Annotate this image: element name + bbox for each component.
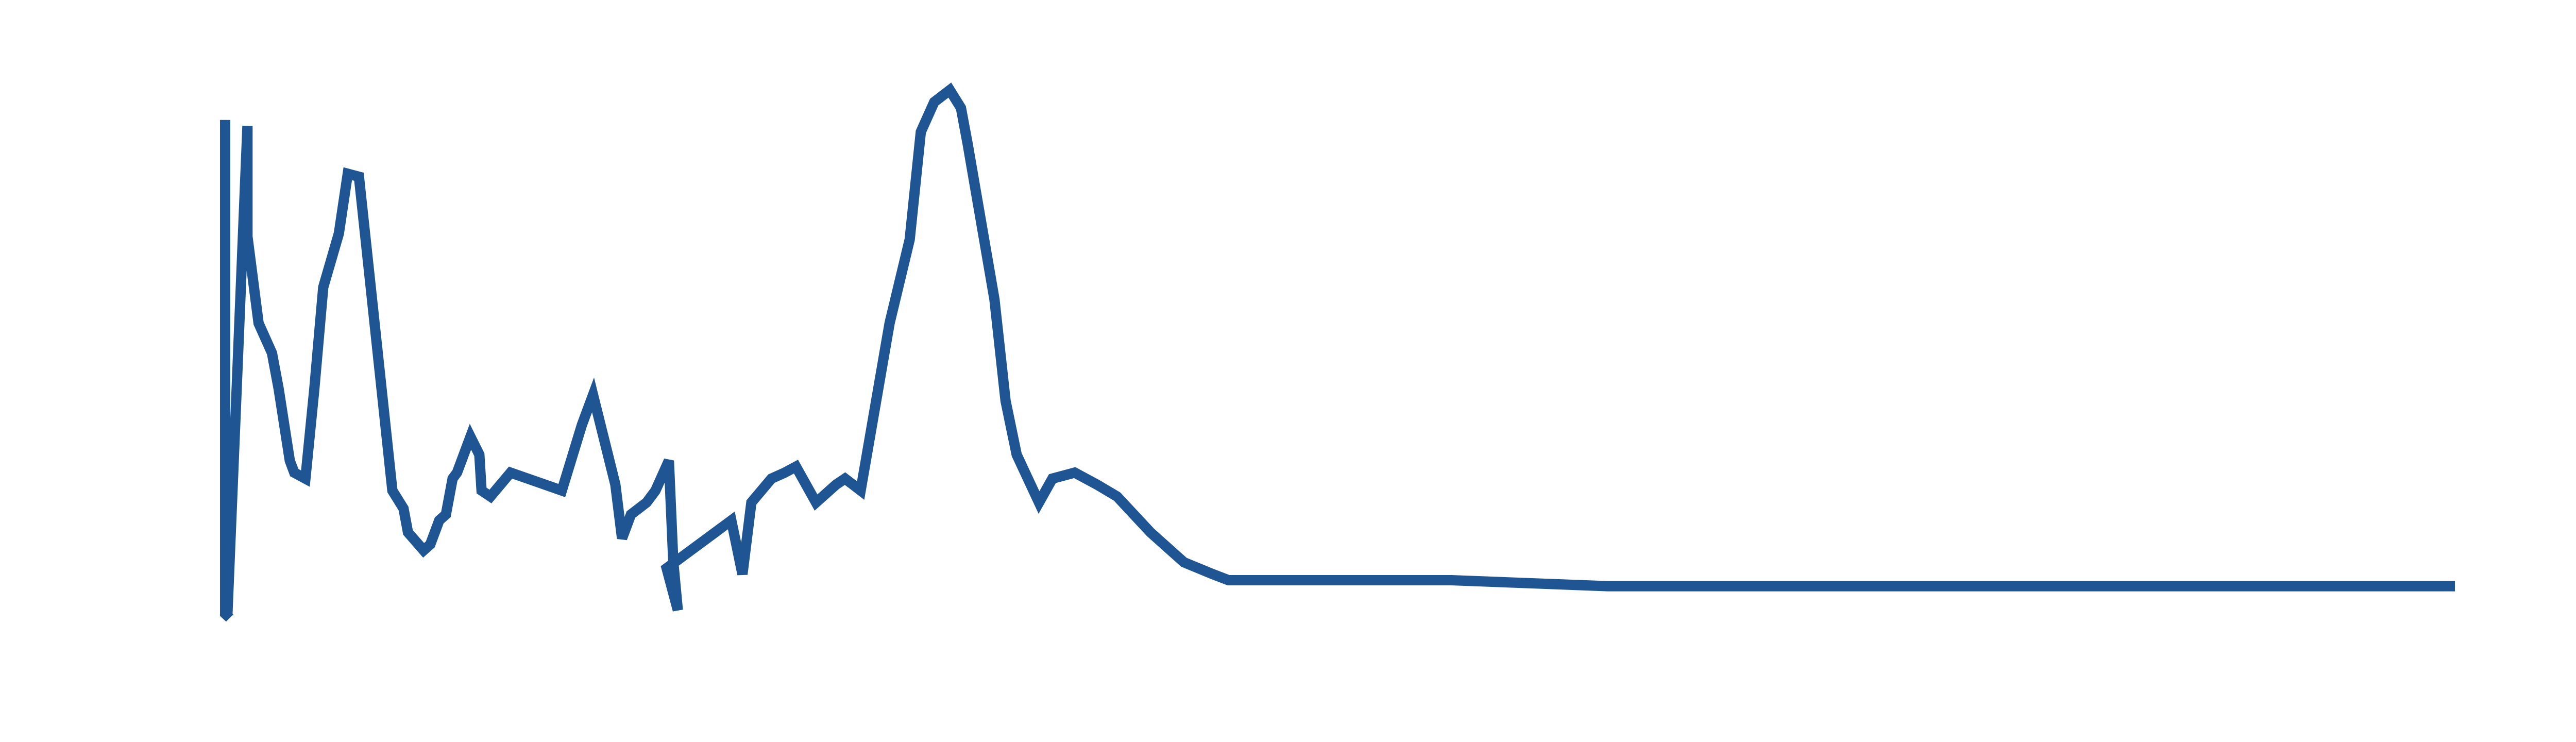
series-line-0 xyxy=(220,82,2455,622)
plot-area xyxy=(220,82,2455,622)
